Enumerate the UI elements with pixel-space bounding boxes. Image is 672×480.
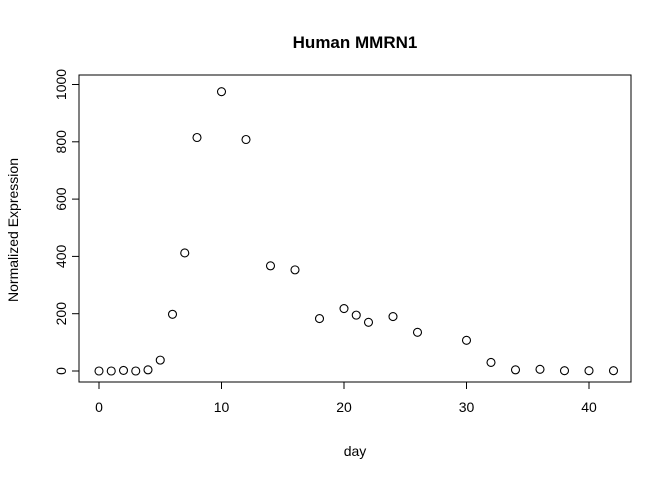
data-point — [351, 310, 361, 320]
data-point — [461, 335, 472, 345]
data-point — [192, 132, 202, 143]
data-point — [412, 327, 423, 337]
y-tick-label: 600 — [53, 187, 69, 211]
data-point — [486, 357, 496, 367]
data-point — [241, 134, 251, 145]
y-axis-label: Normalized Expression — [5, 158, 21, 302]
data-point — [265, 261, 276, 271]
data-point — [106, 366, 116, 376]
data-point — [388, 312, 398, 322]
x-axis: 0 10 20 30 40 — [95, 382, 597, 415]
data-point — [339, 303, 349, 314]
x-tick-label: 30 — [459, 399, 475, 415]
y-tick-label: 400 — [53, 245, 69, 269]
y-tick-label: 800 — [53, 130, 69, 154]
x-tick-label: 10 — [214, 399, 230, 415]
y-axis: 0 200 400 600 800 1000 — [53, 69, 79, 375]
x-axis-label: day — [344, 443, 367, 459]
data-point — [608, 366, 619, 376]
y-tick-label: 0 — [53, 367, 69, 375]
data-point — [216, 87, 227, 97]
data-point — [143, 365, 153, 375]
data-point — [510, 365, 521, 375]
data-point — [167, 309, 178, 319]
data-point — [559, 366, 570, 376]
data-point — [180, 248, 190, 258]
data-points — [94, 87, 619, 376]
data-point — [363, 317, 374, 327]
data-point — [118, 365, 129, 375]
data-point — [584, 366, 594, 376]
chart-title: Human MMRN1 — [293, 33, 418, 52]
data-point — [535, 364, 545, 374]
y-tick-label: 200 — [53, 302, 69, 326]
data-point — [290, 265, 300, 275]
data-point — [314, 314, 325, 324]
y-tick-label: 1000 — [53, 69, 69, 100]
data-point — [94, 366, 104, 376]
data-point — [131, 366, 141, 376]
data-point — [155, 355, 165, 365]
plot-frame — [78, 74, 632, 383]
x-tick-label: 20 — [336, 399, 352, 415]
x-tick-label: 40 — [581, 399, 597, 415]
x-tick-label: 0 — [95, 399, 103, 415]
